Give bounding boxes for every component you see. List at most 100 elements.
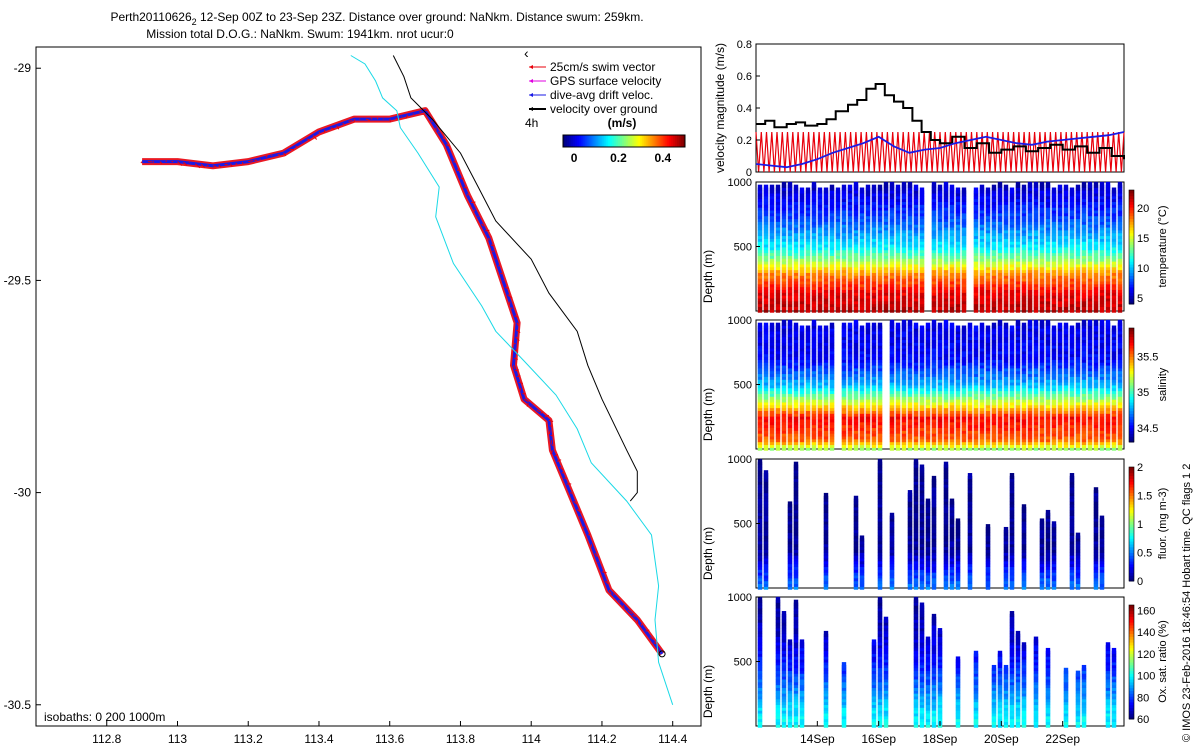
swim-vector — [564, 478, 567, 479]
profile-sample — [878, 185, 882, 191]
profile-sample — [992, 185, 996, 191]
swim-vector — [439, 132, 440, 134]
profile-sample — [812, 320, 816, 326]
profile-sample — [806, 188, 810, 194]
profile-sample — [872, 323, 876, 329]
swim-vector — [532, 406, 533, 407]
profile-sample — [812, 182, 816, 188]
header-line-1: Perth201106262 12-Sep 00Z to 23-Sep 23Z.… — [110, 10, 643, 27]
profile-sample — [968, 323, 972, 329]
profile-sample — [770, 185, 774, 191]
profile-sample — [1118, 182, 1122, 188]
colorbar-tick-label: 0.4 — [654, 151, 671, 165]
swim-vector — [295, 146, 297, 147]
profile-sample — [758, 323, 762, 329]
profile-sample — [1082, 182, 1086, 188]
profile-sample — [914, 185, 918, 191]
side-colorbar-cell — [1129, 221, 1134, 224]
side-colorbar-cell — [1129, 293, 1134, 296]
profile-sample — [980, 323, 984, 329]
profile-sample — [902, 320, 906, 326]
side-colorbar-cell — [1129, 261, 1134, 264]
profile-sample — [1004, 185, 1008, 191]
side-colorbar-cell — [1129, 258, 1134, 261]
side-colorbar-cell — [1129, 193, 1134, 196]
y-tick-label: 1000 — [728, 177, 752, 189]
profile-sample — [890, 182, 894, 188]
profile-sample — [962, 188, 966, 194]
map-y-tick-label: -29 — [14, 61, 32, 75]
profile-sample — [920, 326, 924, 332]
side-colorbar-cell — [1129, 244, 1134, 247]
map-x-tick-label: 114.2 — [587, 732, 616, 746]
profile-sample — [842, 185, 846, 191]
swim-vector — [551, 435, 553, 436]
side-colorbar-tick-label: 20 — [1137, 203, 1149, 215]
side-colorbar-tick-label: 10 — [1137, 263, 1149, 275]
side-colorbar-cell — [1129, 270, 1134, 273]
profile-sample — [806, 326, 810, 332]
profile-sample — [764, 323, 768, 329]
side-colorbar-cell — [1129, 224, 1134, 227]
side-colorbar-cell — [1129, 281, 1134, 284]
profile-sample — [1106, 182, 1110, 188]
profile-sample — [782, 182, 786, 188]
swim-vector — [324, 130, 325, 133]
side-colorbar-cell — [1129, 253, 1134, 256]
profile-sample — [788, 320, 792, 326]
map-x-tick-label: 113.2 — [234, 732, 263, 746]
profile-sample — [776, 185, 780, 191]
profile-sample — [824, 326, 828, 332]
side-colorbar-cell — [1129, 284, 1134, 287]
side-colorbar-cell — [1129, 256, 1134, 259]
side-colorbar-cell — [1129, 290, 1134, 293]
profile-sample — [1040, 182, 1044, 188]
profile-sample — [878, 323, 882, 329]
side-colorbar-cell — [1129, 298, 1134, 301]
profile-sample — [1094, 182, 1098, 188]
map-y-tick-label: -30 — [14, 486, 32, 500]
y-tick-label: 0.2 — [737, 135, 752, 147]
side-colorbar-cell — [1129, 238, 1134, 241]
profile-sample — [1016, 320, 1020, 326]
legend-scale-arrow: ‹ — [524, 45, 529, 61]
profile-sample — [908, 320, 912, 326]
profile-sample — [896, 185, 900, 191]
swim-vector — [514, 343, 515, 344]
side-colorbar-cell — [1129, 276, 1134, 279]
profile-sample — [938, 323, 942, 329]
side-colorbar-tick-label: 5 — [1137, 293, 1143, 305]
profile-sample — [998, 320, 1002, 326]
profile-sample — [848, 323, 852, 329]
profile-sample — [962, 326, 966, 332]
side-colorbar-cell — [1129, 201, 1134, 204]
swim-vector — [377, 118, 378, 119]
map-x-tick-label: 113.4 — [304, 732, 333, 746]
profile-sample — [1052, 188, 1056, 194]
swim-vector — [260, 159, 261, 160]
map-x-tick-label: 112.8 — [92, 732, 121, 746]
profile-sample — [1064, 185, 1068, 191]
swim-vector — [509, 302, 510, 305]
swim-vector — [348, 121, 352, 122]
swim-vector — [319, 132, 320, 133]
profile-sample — [1022, 185, 1026, 191]
profile-sample — [1016, 182, 1020, 188]
profile-sample — [860, 188, 864, 194]
profile-sample — [1058, 185, 1062, 191]
panel-frame — [756, 44, 1124, 172]
colorbar-tick-label: 0.2 — [610, 151, 627, 165]
side-colorbar-cell — [1129, 213, 1134, 216]
map-x-tick-label: 113.8 — [446, 732, 475, 746]
side-colorbar-cell — [1129, 199, 1134, 202]
profile-sample — [986, 326, 990, 332]
swim-vector — [432, 121, 433, 122]
swim-vector — [584, 527, 585, 529]
map-x-tick-label: 114 — [522, 732, 541, 746]
profile-sample — [950, 323, 954, 329]
profile-sample — [866, 185, 870, 191]
swim-vector — [570, 493, 572, 494]
